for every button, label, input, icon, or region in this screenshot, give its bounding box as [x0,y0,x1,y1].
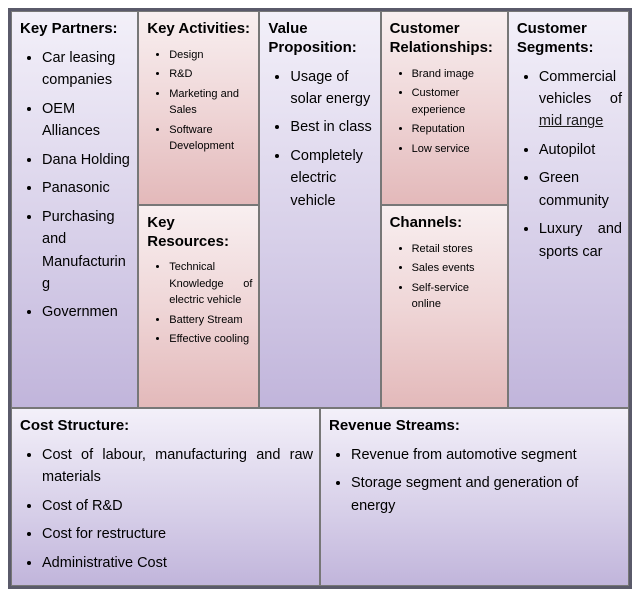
list-item: Luxury and sports car [539,218,622,263]
value-proposition-box: Value Proposition: Usage of solar energy… [259,11,380,408]
revenue-streams-title: Revenue Streams: [329,417,622,436]
list-item: Cost for restructure [42,523,313,545]
list-item: Usage of solar energy [290,66,373,111]
key-activities-title: Key Activities: [147,20,252,39]
list-item: Brand image [412,66,501,83]
list-item: Revenue from automotive segment [351,444,622,466]
list-item: Purchasing and Manufacturing [42,206,131,296]
list-item: Software Development [169,122,252,155]
key-partners-title: Key Partners: [20,20,131,39]
corner-watermark: Act [627,576,629,586]
customer-relationships-list: Brand image Customer experience Reputation… [390,66,501,158]
customer-segments-title: Customer Segments: [517,20,622,58]
list-item: Governmen [42,301,131,323]
list-item: Green community [539,167,622,212]
canvas-bottom-row: Cost Structure: Cost of labour, manufact… [11,408,629,586]
list-item: Marketing and Sales [169,86,252,119]
list-item: Battery Stream [169,312,252,329]
customer-segments-list: Commercial vehicles of mid range Autopilo… [517,66,622,264]
key-resources-box: Key Resources: Technical Knowledge of el… [138,205,259,408]
key-activities-box: Key Activities: Design R&D Marketing and S… [138,11,259,205]
channels-box: Channels: Retail stores Sales events Self-… [381,205,508,408]
key-activities-list: Design R&D Marketing and SalesSoftware Dev… [147,47,252,155]
list-item: R&D [169,66,252,83]
customer-relationships-title: Customer Relationships: [390,20,501,58]
list-item: Completely electric vehicle [290,145,373,212]
list-item: Administrative Cost [42,552,313,574]
list-item: Best in class [290,116,373,138]
revenue-streams-box: Revenue Streams: Revenue from automotive… [320,408,629,586]
list-item: Cost of R&D [42,495,313,517]
key-resources-title: Key Resources: [147,214,252,252]
key-partners-list: Car leasing companies OEM Alliances Dana H… [20,47,131,324]
key-resources-list: Technical Knowledge of electric vehicle B… [147,259,252,348]
cost-structure-list: Cost of labour, manufacturing and raw ma… [20,444,313,574]
list-item: Reputation [412,121,501,138]
customer-relationships-box: Customer Relationships: Brand image Custo… [381,11,508,205]
list-item: Effective cooling [169,331,252,348]
list-item: Low service [412,141,501,158]
business-model-canvas: Key Partners: Car leasing companies OEM A… [8,8,632,589]
list-item: Panasonic [42,177,131,199]
list-item: Cost of labour, manufacturing and raw ma… [42,444,313,489]
list-item: OEM Alliances [42,98,131,143]
list-item: Sales events [412,260,501,277]
list-item: Retail stores [412,241,501,258]
channels-title: Channels: [390,214,501,233]
cost-structure-box: Cost Structure: Cost of labour, manufact… [11,408,320,586]
list-item: Storage segment and generation of energy [351,472,622,517]
list-item: Self-service online [412,280,501,313]
list-item: Commercial vehicles of mid range [539,66,622,133]
list-item: Autopilot [539,139,622,161]
value-proposition-list: Usage of solar energy Best in class Comple… [268,66,373,213]
list-item: Dana Holding [42,149,131,171]
list-item: Car leasing companies [42,47,131,92]
key-partners-box: Key Partners: Car leasing companies OEM A… [11,11,138,408]
canvas-top-row: Key Partners: Car leasing companies OEM A… [11,11,629,408]
list-item: Design [169,47,252,64]
list-item: Technical Knowledge of electric vehicle [169,259,252,309]
customer-segments-box: Customer Segments: Commercial vehicles o… [508,11,629,408]
cost-structure-title: Cost Structure: [20,417,313,436]
value-proposition-title: Value Proposition: [268,20,373,58]
channels-list: Retail stores Sales events Self-service on… [390,241,501,313]
list-item: Customer experience [412,85,501,118]
revenue-streams-list: Revenue from automotive segment Storage s… [329,444,622,517]
